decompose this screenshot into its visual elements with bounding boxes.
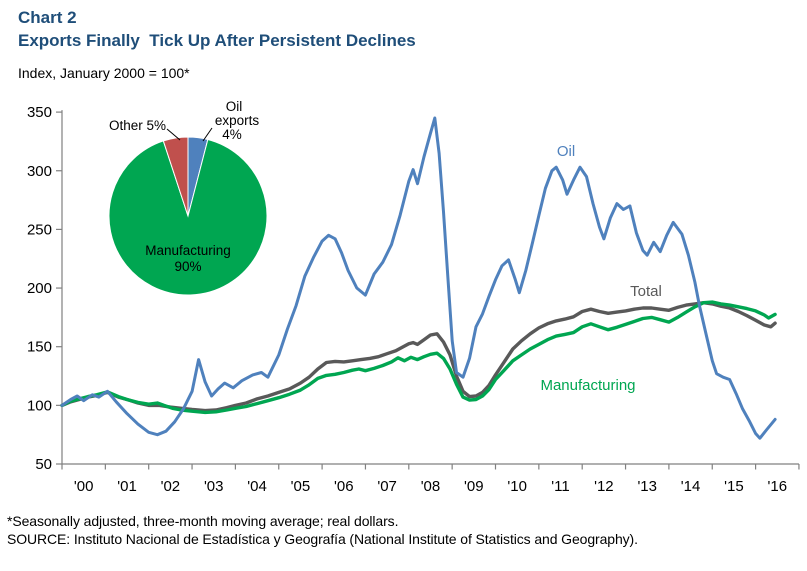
oil-series-label: Oil [557,143,575,160]
x-year-label: '13 [637,478,657,495]
series-labels: Oil Total Manufacturing [540,143,661,394]
x-year-label: '04 [247,478,267,495]
x-year-label: '16 [767,478,787,495]
pie-chart-inset [108,136,268,296]
y-tick-label: 100 [27,397,52,414]
pie-slice-manufacturing [108,138,268,296]
other-leader-line [166,128,181,141]
y-tick-label: 200 [27,280,52,297]
x-year-label: '10 [507,478,527,495]
x-year-label: '00 [74,478,94,495]
y-tick-label: 50 [35,456,52,473]
oil-exports-leader-line [202,127,213,142]
pie-label-oil-line2: exports [215,113,260,128]
pie-labels: Other 5% Oil exports 4% Manufacturing 90… [109,99,259,274]
series-line-oil [60,116,777,440]
x-year-label: '05 [291,478,311,495]
x-year-label: '15 [724,478,744,495]
pie-label-manufacturing-line1: Manufacturing [145,243,231,258]
pie-label-other: Other 5% [109,118,166,133]
y-tick-label: 250 [27,221,52,238]
source-note: SOURCE: Instituto Nacional de Estadístic… [7,531,638,547]
pie-label-oil-line3: 4% [222,127,242,142]
x-year-label: '06 [334,478,354,495]
y-tick-label: 300 [27,163,52,180]
y-axis-ticks: 50 100 150 200 250 300 350 [27,104,62,473]
pie-label-manufacturing-line2: 90% [174,259,201,274]
chart-number: Chart 2 [18,8,77,27]
x-year-label: '02 [161,478,181,495]
x-year-label: '14 [681,478,701,495]
total-series-label: Total [630,283,662,300]
y-tick-label: 150 [27,339,52,356]
x-year-label: '12 [594,478,614,495]
footnote: *Seasonally adjusted, three-month moving… [7,513,399,529]
series-lines [60,116,777,440]
manufacturing-series-label: Manufacturing [540,377,635,394]
y-tick-label: 350 [27,104,52,121]
series-line-manufacturing [60,300,777,415]
pie-slice-other [162,136,189,217]
series-line-total [60,301,777,413]
axis-units-note: Index, January 2000 = 100* [18,65,190,81]
x-year-label: '09 [464,478,484,495]
pie-label-oil-line1: Oil [226,99,243,114]
page-title: Exports Finally Tick Up After Persistent… [18,31,416,50]
x-year-label: '01 [117,478,137,495]
x-year-label: '07 [377,478,397,495]
x-year-label: '11 [551,478,569,495]
x-year-label: '03 [204,478,224,495]
x-year-label: '08 [421,478,441,495]
x-axis-ticks: '00 '01 '02 '03 '04 '05 '06 '07 '08 '09 '10 '11 '12 '… [61,464,800,495]
